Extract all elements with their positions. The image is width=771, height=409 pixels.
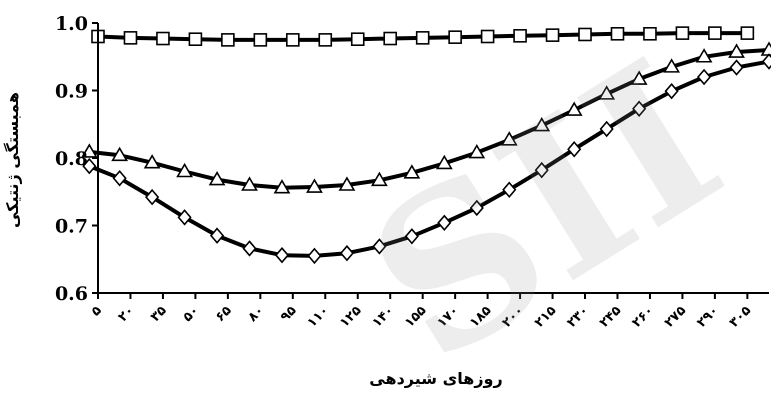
x-tick-label: ۹۵ [278, 303, 300, 325]
x-tick-layer: ۵ ۲۰ ۳۵ ۵۰ ۶۵ ۸۰ ۹۵ ۱۱۰ ۱۲۵ ۱۴۰ ۱۵۵ ۱۷۰ ۱۸۵ ۲۰۰ ۲۱۵ ۲۳۰… [89, 293, 754, 331]
x-axis-title: روزهای شیردهی [369, 369, 502, 388]
data-point-diamond [437, 214, 452, 232]
data-point-diamond [697, 68, 712, 86]
data-point-triangle [403, 164, 421, 179]
data-point-square [123, 31, 138, 45]
data-point-diamond [112, 170, 127, 187]
data-point-square [383, 31, 398, 46]
chart: 0.6 0.7 0.8 0.9 1.0 ۵ ۲۰ ۳۵ ۵۰ ۶۵ ۸۰ ۹۵ ۱۱۰ ۱۲۵ ۱۴۰ ۱۵… [3, 13, 771, 388]
data-point-triangle [273, 179, 291, 194]
data-point-square [708, 26, 722, 40]
x-tick-label: ۸۰ [245, 303, 267, 325]
x-tick-label: ۲۶۰ [629, 303, 656, 330]
data-point-diamond [82, 157, 97, 175]
x-tick-label: ۱۴۰ [370, 303, 397, 330]
x-tick-label: ۱۲۵ [337, 303, 364, 330]
data-point-triangle [370, 171, 388, 187]
data-point-diamond [664, 82, 679, 100]
data-point-triangle [143, 154, 161, 169]
series-line-triangle [87, 48, 771, 190]
x-tick-label: ۲۳۰ [564, 303, 591, 330]
y-tick-label: 0.6 [55, 283, 88, 305]
data-point-square [448, 30, 462, 44]
axes-layer [97, 23, 769, 294]
x-tick-label: ۳۵ [148, 303, 170, 325]
series-layer [80, 26, 771, 265]
data-point-diamond [404, 228, 419, 245]
x-tick-label: ۶۵ [213, 303, 235, 325]
data-point-triangle [208, 171, 226, 186]
data-point-triangle [338, 176, 356, 191]
y-tick-label: 0.9 [55, 81, 88, 103]
data-point-square [350, 32, 365, 47]
x-tick-label: ۲۰۰ [499, 303, 526, 330]
data-point-square [740, 26, 755, 40]
data-point-square [318, 33, 333, 47]
x-tick-label: ۲۴۵ [597, 303, 624, 330]
data-point-square [253, 33, 268, 47]
data-point-square [643, 26, 657, 41]
data-point-square [286, 33, 300, 47]
x-tick-label: ۲۱۵ [532, 303, 559, 330]
data-point-triangle [500, 131, 518, 146]
data-point-square [415, 31, 430, 45]
x-tick-label: ۵۰ [180, 303, 202, 325]
y-tick-label: 1.0 [55, 13, 88, 35]
data-point-triangle [306, 178, 323, 193]
data-point-diamond [761, 53, 771, 70]
data-point-triangle [241, 176, 258, 191]
data-point-triangle [80, 143, 98, 158]
data-point-square [221, 33, 235, 47]
data-point-diamond [599, 120, 614, 138]
x-tick-label: ۱۱۰ [305, 303, 332, 330]
y-tick-label: 0.8 [55, 148, 88, 170]
data-point-triangle [176, 162, 193, 178]
x-tick-label: ۲۰ [115, 303, 137, 325]
data-point-triangle [728, 43, 745, 58]
data-point-diamond [242, 240, 257, 257]
data-point-square [610, 26, 625, 41]
y-axis-title: همبستگی ژنتیکی [3, 92, 22, 228]
data-point-triangle [468, 144, 486, 159]
data-point-triangle [598, 85, 616, 100]
data-point-triangle [435, 154, 453, 170]
data-point-square [156, 31, 170, 46]
data-point-square [675, 26, 690, 40]
y-tick-label: 0.7 [55, 216, 88, 238]
data-point-diamond [534, 161, 549, 179]
data-point-triangle [630, 70, 648, 85]
data-point-square [513, 29, 527, 43]
data-point-diamond [145, 188, 160, 206]
x-tick-label: ۱۵۵ [402, 303, 429, 330]
data-point-diamond [209, 227, 225, 244]
data-point-triangle [533, 117, 551, 132]
data-point-triangle [663, 58, 680, 73]
data-point-diamond [469, 199, 484, 217]
data-point-diamond [567, 140, 582, 158]
x-tick-label: ۲۹۰ [694, 303, 721, 330]
data-point-diamond [632, 100, 647, 117]
x-tick-label: ۱۸۵ [467, 303, 494, 330]
x-tick-label: ۱۷۰ [435, 303, 462, 330]
x-tick-label: ۵ [89, 303, 105, 319]
data-point-square [578, 27, 592, 42]
x-tick-label: ۲۷۵ [662, 303, 689, 330]
data-point-diamond [274, 246, 290, 264]
data-point-diamond [729, 59, 744, 76]
data-point-square [188, 32, 203, 47]
x-tick-label: ۳۰۵ [727, 303, 754, 330]
y-tick-layer: 0.6 0.7 0.8 0.9 1.0 [55, 13, 98, 305]
data-point-square [480, 29, 495, 44]
data-point-diamond [177, 209, 192, 226]
data-point-triangle [111, 146, 129, 162]
series-line-diamond [87, 59, 771, 258]
data-point-triangle [565, 101, 583, 116]
data-point-diamond [307, 247, 322, 265]
data-point-diamond [339, 244, 354, 262]
data-point-square [545, 28, 560, 42]
data-point-triangle [695, 48, 713, 63]
data-point-diamond [372, 238, 387, 255]
data-point-diamond [502, 181, 517, 198]
